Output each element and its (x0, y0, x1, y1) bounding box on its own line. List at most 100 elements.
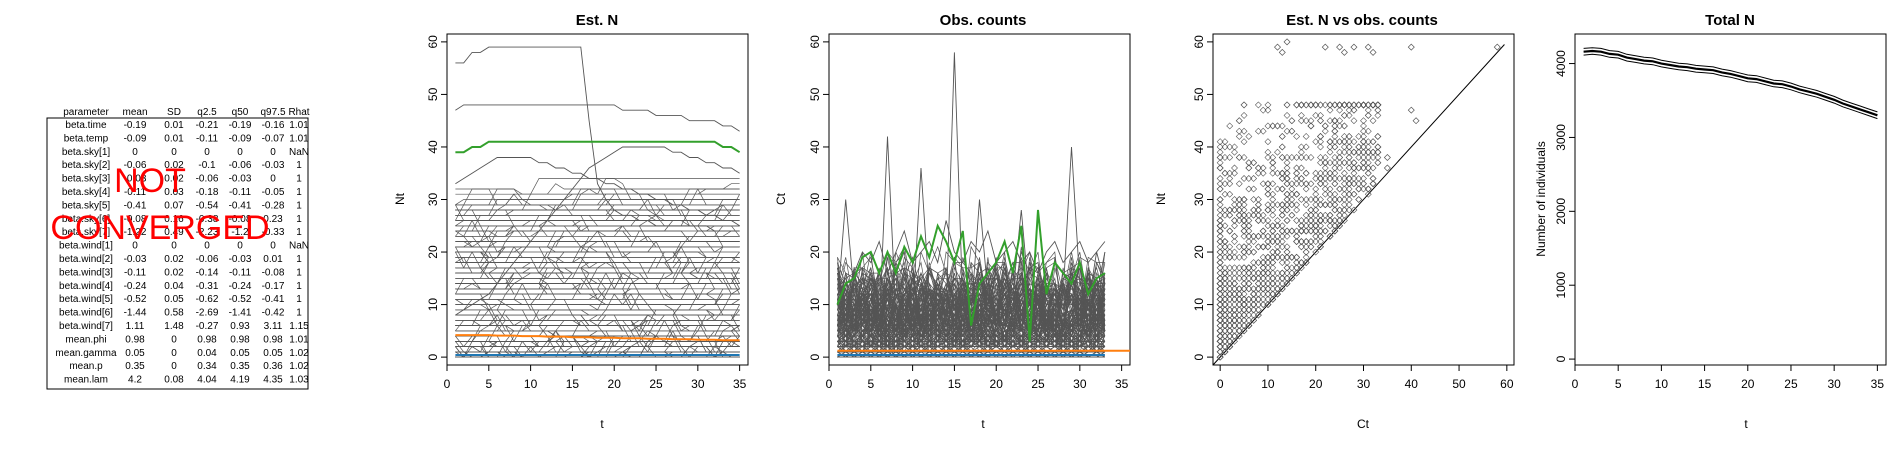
scatter-point (1293, 259, 1301, 266)
scatter-point (1231, 311, 1238, 319)
scatter-point (1245, 285, 1253, 293)
scatter-point (1336, 138, 1344, 146)
scatter-point (1269, 290, 1277, 298)
scatter-point (1321, 227, 1329, 235)
table-cell: 0.02 (164, 254, 184, 265)
scatter-point (1293, 253, 1301, 261)
scatter-point (1274, 280, 1281, 287)
scatter-point (1326, 190, 1334, 198)
scatter-point (1297, 148, 1305, 156)
table-cell: 1 (296, 281, 302, 292)
scatter-point (1216, 327, 1224, 335)
est-n-y-tick-label: 0 (426, 353, 440, 360)
est-vs-obs-y-tick-label: 20 (1192, 245, 1206, 259)
scatter-point (1235, 117, 1243, 125)
scatter-point (1336, 196, 1344, 203)
scatter-point (1216, 148, 1224, 156)
scatter-point (1269, 253, 1277, 261)
scatter-point (1226, 285, 1234, 293)
scatter-point (1340, 180, 1348, 188)
scatter-point (1240, 222, 1248, 230)
scatter-point (1317, 243, 1324, 251)
scatter-point (1264, 190, 1272, 198)
scatter-point (1269, 201, 1277, 209)
scatter-point (1235, 253, 1243, 261)
scatter-point (1293, 154, 1301, 161)
scatter-point (1340, 101, 1348, 109)
table-cell: beta.sky[7] (62, 227, 111, 238)
table-cell: beta.wind[5] (59, 294, 113, 305)
scatter-point (1264, 217, 1272, 224)
scatter-point (1364, 127, 1372, 135)
scatter-point (1216, 348, 1224, 356)
scatter-point (1216, 301, 1224, 309)
scatter-point (1269, 232, 1277, 240)
table-cell: -1.44 (124, 308, 147, 319)
table-cell: -0.11 (124, 267, 146, 278)
scatter-point (1216, 269, 1224, 277)
est-n-site-line (455, 220, 740, 248)
scatter-point (1245, 217, 1253, 224)
est-n-site-line (455, 267, 740, 284)
scatter-point (1369, 138, 1377, 146)
scatter-point (1216, 295, 1224, 303)
total-n-x-tick-label: 30 (1827, 377, 1841, 391)
scatter-point (1312, 138, 1320, 146)
table-cell: 0.49 (164, 227, 184, 238)
scatter-point (1221, 316, 1229, 324)
scatter-point (1302, 222, 1310, 230)
table-cell: 1 (296, 200, 302, 211)
scatter-point (1240, 285, 1248, 293)
scatter-point (1235, 306, 1243, 314)
table-cell: beta.wind[7] (59, 321, 113, 332)
scatter-point (1259, 164, 1267, 172)
table-cell: -0.52 (229, 294, 252, 305)
est-n-site-line (455, 220, 740, 237)
scatter-point (1221, 327, 1229, 335)
scatter-point (1221, 322, 1229, 330)
scatter-point (1293, 133, 1301, 140)
scatter-point (1274, 232, 1281, 240)
est-vs-obs-y-tick-label: 30 (1192, 193, 1206, 207)
table-cell: 0 (204, 241, 210, 252)
scatter-point (1221, 143, 1229, 151)
scatter-point (1226, 206, 1234, 214)
scatter-point (1216, 217, 1224, 224)
scatter-point (1231, 269, 1238, 277)
obs-counts-x-tick-label: 5 (867, 377, 874, 391)
scatter-point (1278, 169, 1286, 177)
est-n-y-tick-label: 40 (426, 140, 440, 154)
scatter-point (1235, 211, 1243, 219)
table-cell: 1.02 (289, 361, 309, 372)
scatter-point (1317, 138, 1324, 146)
total-n-lower-bound-line (1583, 53, 1878, 120)
scatter-point (1307, 211, 1315, 219)
obs-counts-title: Obs. counts (940, 12, 1027, 29)
scatter-point (1254, 269, 1262, 277)
scatter-point (1250, 290, 1258, 298)
scatter-point (1302, 169, 1310, 177)
scatter-point (1312, 211, 1320, 219)
scatter-point (1226, 306, 1234, 314)
scatter-point (1240, 127, 1248, 135)
scatter-point (1264, 274, 1272, 282)
est-n-site-line (455, 241, 740, 253)
scatter-point (1216, 180, 1224, 188)
scatter-point (1307, 101, 1315, 109)
scatter-point (1331, 101, 1339, 109)
scatter-point (1345, 106, 1353, 114)
scatter-point (1317, 143, 1324, 151)
scatter-point (1355, 154, 1363, 161)
scatter-point (1254, 101, 1262, 109)
est-n-site-line (455, 256, 740, 263)
scatter-point (1355, 101, 1363, 109)
scatter-point (1278, 133, 1286, 140)
scatter-point (1274, 222, 1281, 230)
table-cell: 1 (296, 174, 302, 185)
scatter-point (1231, 222, 1238, 230)
scatter-point (1340, 143, 1348, 151)
scatter-point (1302, 169, 1310, 177)
scatter-point (1317, 211, 1324, 219)
scatter-point (1331, 180, 1339, 188)
scatter-point (1288, 269, 1296, 277)
